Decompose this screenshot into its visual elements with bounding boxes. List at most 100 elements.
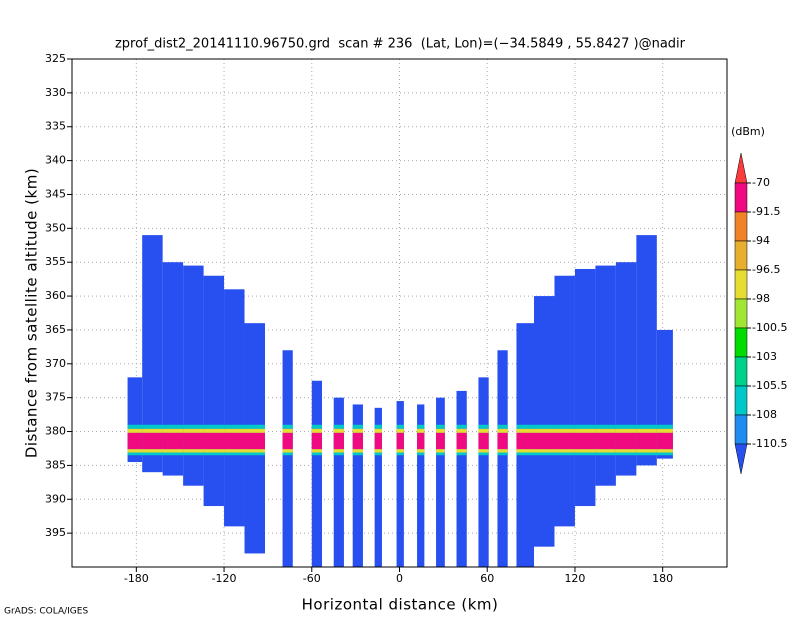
surface-band — [534, 432, 555, 450]
surface-band — [456, 428, 467, 433]
surface-band — [574, 424, 596, 429]
surface-band — [224, 428, 245, 433]
echo-column — [478, 377, 489, 567]
x-tick-label: 0 — [396, 572, 403, 585]
surface-band — [534, 449, 555, 453]
surface-band — [396, 432, 404, 450]
surface-band — [162, 424, 184, 429]
surface-band — [595, 424, 616, 429]
colorbar-label: -103 — [752, 350, 777, 363]
colorbar-cap — [734, 152, 748, 184]
surface-band — [456, 432, 467, 450]
surface-band — [352, 424, 363, 429]
surface-band — [244, 449, 265, 453]
surface-band — [162, 432, 184, 450]
surface-band — [352, 432, 363, 450]
surface-band — [636, 432, 657, 450]
surface-band — [497, 428, 508, 433]
surface-band — [142, 424, 163, 429]
y-tick-label: 390 — [45, 492, 66, 505]
surface-band — [417, 424, 425, 429]
surface-band — [374, 449, 382, 453]
y-tick-label: 355 — [45, 255, 66, 268]
surface-band — [516, 428, 535, 433]
echo-column — [534, 296, 555, 547]
surface-band — [636, 452, 657, 456]
surface-band — [352, 449, 363, 453]
surface-band — [456, 452, 467, 456]
surface-band — [595, 428, 616, 433]
y-tick-label: 395 — [45, 526, 66, 539]
y-tick-label: 375 — [45, 391, 66, 404]
echo-column — [352, 404, 363, 567]
surface-band — [333, 432, 344, 450]
colorbar-label: -100.5 — [752, 321, 787, 334]
surface-band — [127, 452, 143, 456]
surface-band — [417, 432, 425, 450]
surface-band — [333, 424, 344, 429]
surface-band — [554, 449, 575, 453]
colorbar-segment — [734, 182, 748, 213]
surface-band — [656, 432, 673, 450]
colorbar-label: -108 — [752, 408, 777, 421]
surface-band — [436, 432, 445, 450]
x-axis-label: Horizontal distance (km) — [302, 596, 499, 614]
surface-band — [436, 449, 445, 453]
surface-band — [615, 424, 637, 429]
colorbar-segment — [734, 385, 748, 416]
surface-band — [417, 449, 425, 453]
surface-band — [595, 449, 616, 453]
surface-band — [374, 428, 382, 433]
surface-band — [396, 428, 404, 433]
surface-band — [534, 452, 555, 456]
echo-column — [436, 397, 445, 567]
surface-band — [534, 424, 555, 429]
colorbar-label: -105.5 — [752, 379, 787, 392]
surface-band — [282, 424, 293, 429]
echo-column — [456, 390, 467, 567]
colorbar-label: -96.5 — [752, 263, 780, 276]
surface-band — [656, 424, 673, 429]
surface-band — [311, 449, 323, 453]
surface-band — [127, 449, 143, 453]
colorbar-label: -94 — [752, 234, 770, 247]
colorbar-segment — [734, 298, 748, 329]
surface-band — [636, 428, 657, 433]
echo-column — [396, 401, 404, 567]
echo-column — [311, 380, 323, 567]
surface-band — [282, 452, 293, 456]
surface-band — [282, 432, 293, 450]
surface-band — [497, 424, 508, 429]
surface-band — [436, 428, 445, 433]
surface-band — [352, 452, 363, 456]
echo-column — [224, 289, 245, 527]
x-tick-label: -60 — [303, 572, 321, 585]
surface-band — [516, 449, 535, 453]
y-tick-label: 370 — [45, 357, 66, 370]
credit: GrADS: COLA/IGES — [4, 607, 88, 617]
surface-band — [396, 449, 404, 453]
surface-band — [311, 432, 323, 450]
y-tick-label: 330 — [45, 86, 66, 99]
surface-band — [282, 428, 293, 433]
surface-band — [516, 424, 535, 429]
surface-band — [203, 424, 225, 429]
surface-band — [333, 452, 344, 456]
echo-column — [574, 268, 596, 507]
surface-band — [352, 428, 363, 433]
surface-band — [656, 428, 673, 433]
echo-column — [282, 350, 293, 567]
surface-band — [374, 452, 382, 456]
x-tick-label: -120 — [212, 572, 237, 585]
surface-band — [656, 452, 673, 456]
surface-band — [615, 449, 637, 453]
surface-band — [333, 449, 344, 453]
surface-band — [478, 432, 489, 450]
surface-band — [574, 432, 596, 450]
surface-band — [311, 424, 323, 429]
surface-band — [244, 452, 265, 456]
colorbar-segment — [734, 240, 748, 271]
x-tick-label: 180 — [652, 572, 673, 585]
colorbar-label: -70 — [752, 176, 770, 189]
surface-band — [224, 432, 245, 450]
